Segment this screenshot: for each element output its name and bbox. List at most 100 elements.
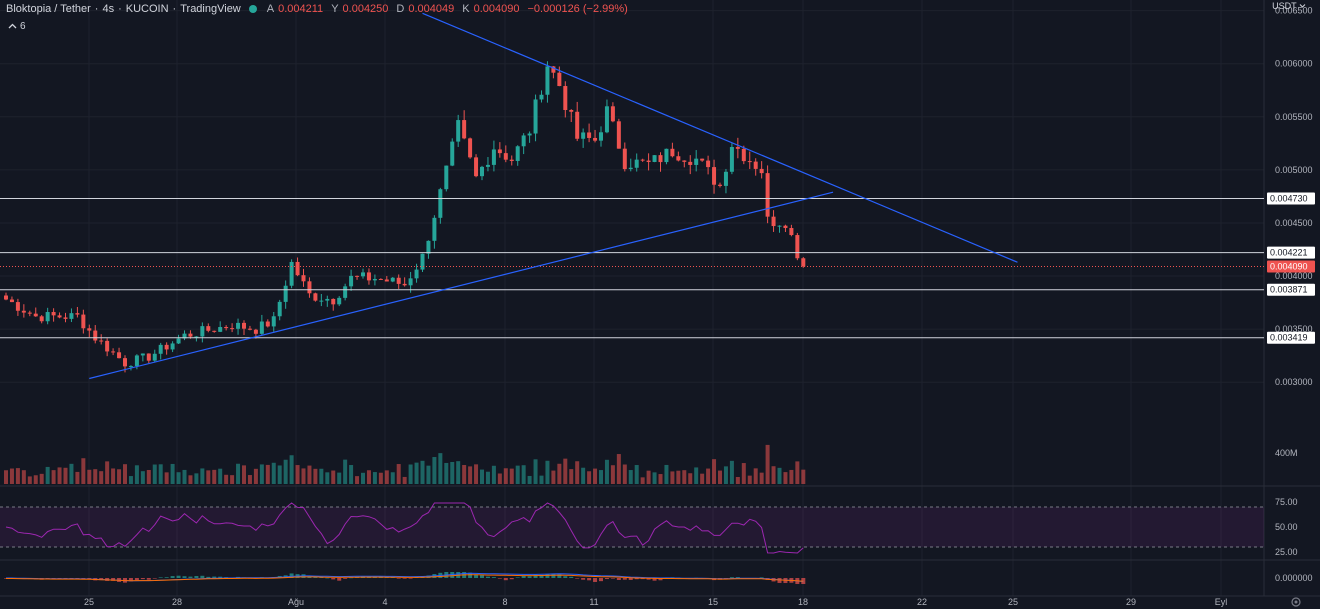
currency-selector[interactable]: USDT — [1272, 1, 1306, 11]
candle-body — [557, 72, 562, 87]
candle-body — [658, 155, 663, 163]
volume-bar — [331, 470, 336, 484]
volume-bar — [480, 469, 484, 484]
candle-body — [152, 353, 157, 361]
volume-bar — [158, 464, 163, 484]
macd-histogram-bar — [658, 578, 663, 581]
volume-bar — [700, 473, 705, 484]
macd-histogram-bar — [509, 578, 514, 580]
volume-bar — [236, 463, 241, 484]
candle-body — [700, 158, 705, 161]
candle-body — [265, 321, 270, 327]
volume-bar — [777, 467, 782, 484]
volume-bar — [616, 454, 621, 484]
candle-body — [599, 132, 603, 141]
candle-body — [277, 301, 282, 317]
candle-body — [604, 106, 609, 133]
volume-bar — [247, 475, 252, 484]
macd-histogram-bar — [515, 577, 520, 578]
volume-bar — [771, 466, 776, 484]
volume-bar — [33, 475, 38, 484]
volume-bar — [723, 466, 728, 484]
macd-histogram-bar — [521, 575, 526, 578]
volume-bar — [735, 476, 740, 484]
volume-bar — [93, 469, 98, 484]
macd-histogram-bar — [289, 573, 294, 578]
candle-body — [170, 343, 175, 350]
volume-bar — [801, 469, 806, 484]
candle-body — [396, 277, 401, 284]
volume-bar — [581, 467, 586, 484]
volume-bar — [539, 475, 544, 484]
candle-body — [194, 336, 199, 338]
volume-bar — [491, 465, 496, 484]
volume-bar — [15, 468, 20, 484]
last-price-tag — [1267, 260, 1315, 273]
candles — [4, 61, 806, 584]
macd-histogram-bar — [545, 573, 550, 578]
candle-body — [753, 161, 758, 169]
volume-bar — [634, 465, 639, 484]
candle-body — [123, 358, 127, 367]
high-key: Y — [331, 3, 339, 15]
macd-histogram-bar — [735, 577, 740, 578]
volume-bar — [355, 476, 360, 484]
volume-bar — [795, 461, 800, 484]
candle-body — [146, 353, 151, 361]
volume-bar — [503, 468, 508, 484]
volume-bar — [117, 469, 122, 484]
interval-label[interactable]: 4s — [102, 3, 115, 15]
candle-body — [45, 312, 50, 322]
volume-bar — [783, 472, 788, 484]
candle-body — [372, 278, 377, 281]
symbol-name[interactable]: Bloktopia / Tether — [6, 3, 91, 15]
volume-bar — [646, 470, 651, 484]
volume-bar — [521, 465, 526, 484]
macd-histogram-bar — [533, 574, 538, 578]
price-tick-label: 0.004000 — [1275, 271, 1313, 281]
candle-body — [224, 327, 229, 329]
currency-label: USDT — [1272, 1, 1297, 11]
volume-bar — [301, 468, 306, 484]
macd-histogram-bar — [581, 578, 586, 580]
time-tick-label: Eyl — [1215, 597, 1228, 607]
price-tick-label: 0.005000 — [1275, 165, 1313, 175]
volume-bar — [21, 470, 26, 484]
indicators-toggle[interactable]: 6 — [8, 21, 26, 32]
low-key: D — [396, 3, 405, 15]
macd-histogram-bar — [200, 575, 205, 578]
macd-histogram-bar — [343, 578, 348, 579]
macd-histogram-bar — [652, 578, 657, 581]
macd-histogram-bar — [396, 578, 401, 579]
volume-bar — [747, 475, 752, 484]
volume-bar — [51, 470, 56, 484]
candle-body — [789, 228, 794, 236]
candle-body — [563, 86, 568, 111]
volume-bar — [87, 469, 92, 484]
volume-axis-label: 400M — [1275, 448, 1298, 458]
candle-body — [450, 141, 455, 166]
candle-body — [610, 106, 615, 122]
candle-body — [771, 216, 776, 227]
macd-histogram-bar — [575, 578, 580, 579]
price-tick-label: 0.005500 — [1275, 112, 1313, 122]
macd-histogram-bar — [468, 572, 473, 578]
candle-body — [670, 148, 675, 157]
close-key: K — [462, 3, 470, 15]
volume-bar — [75, 471, 80, 484]
volume-bar — [170, 463, 175, 484]
macd-histogram-bar — [646, 578, 651, 580]
price-tick-label: 0.004500 — [1275, 218, 1313, 228]
time-tick-label: 22 — [917, 597, 927, 607]
candle-body — [628, 167, 633, 170]
volume-bar — [545, 460, 550, 484]
volume-bar — [259, 464, 264, 484]
candle-body — [188, 333, 193, 337]
macd-histogram-bar — [111, 578, 116, 581]
volume-bar — [206, 470, 211, 484]
candle-body — [646, 160, 651, 162]
macd-histogram-bar — [610, 578, 615, 579]
macd-histogram-bar — [551, 573, 556, 578]
rsi-axis-label: 75.00 — [1275, 497, 1298, 507]
